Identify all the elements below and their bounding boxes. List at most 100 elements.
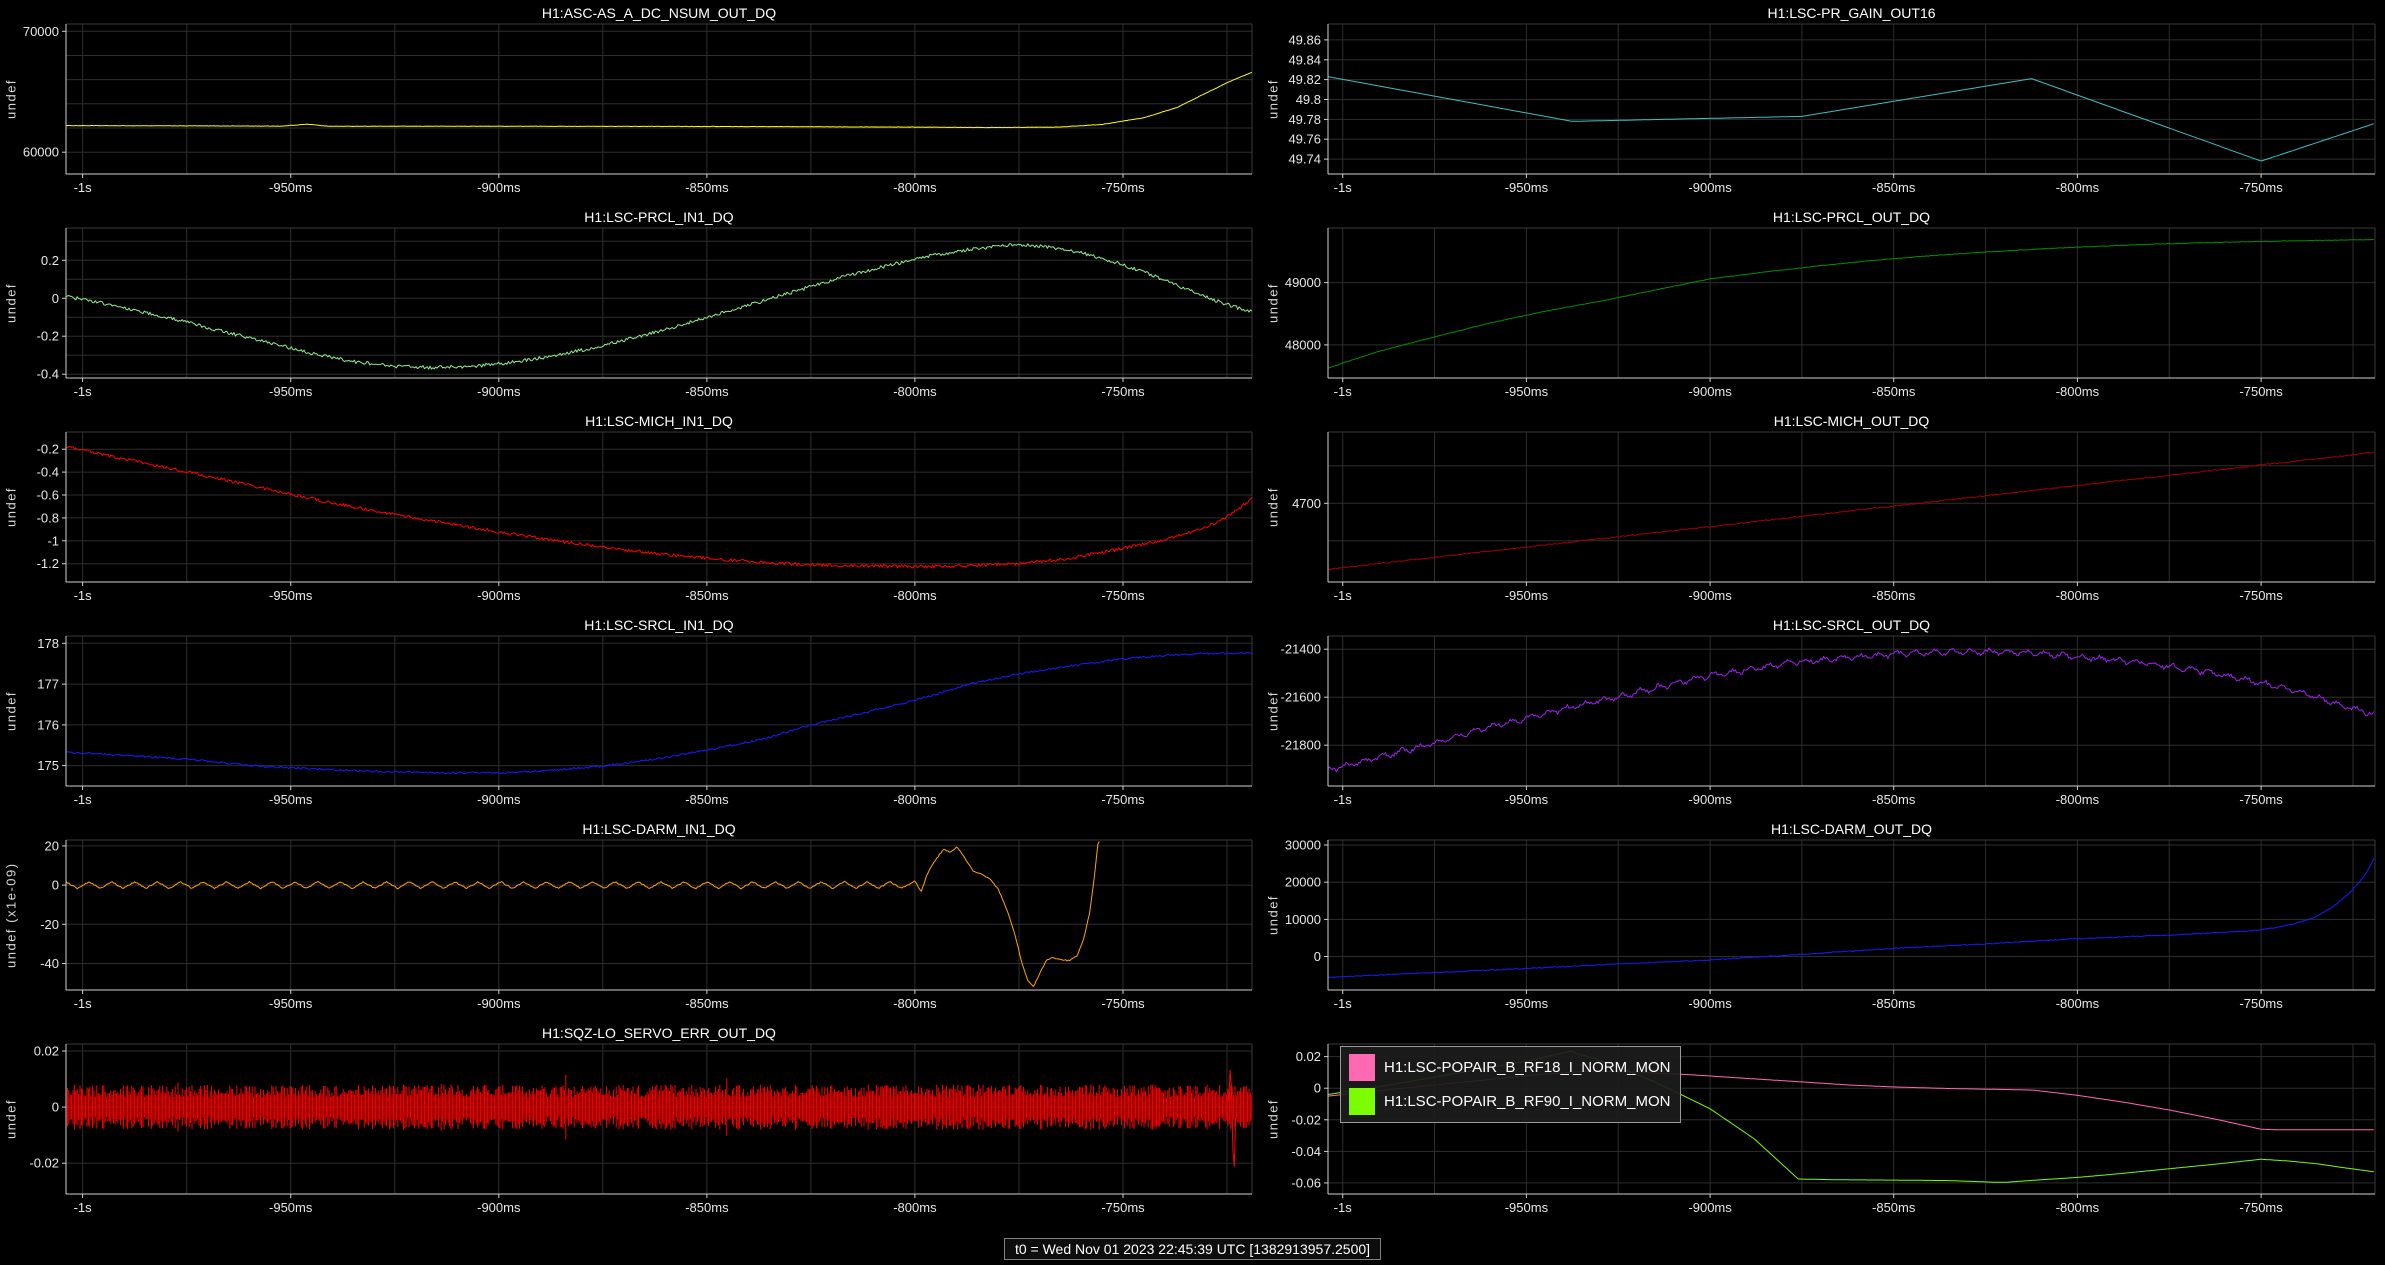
svg-text:-850ms: -850ms xyxy=(685,180,729,195)
svg-text:-850ms: -850ms xyxy=(1872,180,1916,195)
svg-text:-800ms: -800ms xyxy=(893,792,937,807)
svg-text:30000: 30000 xyxy=(1285,838,1321,853)
svg-text:-1s: -1s xyxy=(74,996,93,1011)
chart-title: H1:LSC-PRCL_OUT_DQ xyxy=(1772,209,1931,225)
chart-canvas[interactable]: -1s -950ms -900ms -850ms -800ms -750ms 4700 xyxy=(1262,408,2385,612)
svg-text:-20: -20 xyxy=(40,917,59,932)
svg-text:-21600: -21600 xyxy=(1281,690,1321,705)
svg-text:-750ms: -750ms xyxy=(2239,384,2283,399)
chart-canvas[interactable]: -1s -950ms -900ms -850ms -800ms -750ms -21400 -… xyxy=(1262,612,2385,816)
svg-text:-800ms: -800ms xyxy=(2056,792,2100,807)
legend-swatch-rf18 xyxy=(1349,1054,1375,1081)
svg-text:-900ms: -900ms xyxy=(477,180,521,195)
svg-text:-800ms: -800ms xyxy=(893,384,937,399)
svg-text:-900ms: -900ms xyxy=(477,588,521,603)
chart-canvas[interactable]: -1s -950ms -900ms -850ms -800ms -750ms 0.02 0 -0… xyxy=(0,1020,1262,1233)
svg-text:-850ms: -850ms xyxy=(1872,588,1916,603)
chart-canvas[interactable]: -1s -950ms -900ms -850ms -800ms -750ms 49.86 49… xyxy=(1262,0,2385,204)
svg-text:0: 0 xyxy=(52,878,59,893)
chart-title: H1:SQZ-LO_SERVO_ERR_OUT_DQ xyxy=(542,1025,776,1041)
svg-text:-950ms: -950ms xyxy=(1505,588,1549,603)
chart-title: H1:LSC-SRCL_IN1_DQ xyxy=(584,617,734,633)
svg-text:-0.02: -0.02 xyxy=(1291,1112,1321,1127)
y-axis-label: undef xyxy=(1265,282,1281,324)
chart-canvas[interactable]: -1s -950ms -900ms -850ms -800ms -750ms 49000 48… xyxy=(1262,204,2385,408)
svg-text:-1s: -1s xyxy=(1334,384,1353,399)
svg-text:-1.2: -1.2 xyxy=(37,556,59,571)
svg-text:-950ms: -950ms xyxy=(269,384,313,399)
svg-text:-850ms: -850ms xyxy=(685,384,729,399)
y-axis-label: undef xyxy=(1265,78,1281,120)
svg-text:-750ms: -750ms xyxy=(1101,1200,1145,1215)
svg-text:-950ms: -950ms xyxy=(1505,792,1549,807)
svg-text:-0.4: -0.4 xyxy=(37,367,59,382)
svg-text:0: 0 xyxy=(1314,1081,1321,1096)
svg-text:49.82: 49.82 xyxy=(1288,72,1321,87)
chart-canvas[interactable]: -1s -950ms -900ms -850ms -800ms -750ms 0.02 0 -0… xyxy=(1262,1020,2385,1233)
svg-text:-850ms: -850ms xyxy=(1872,1200,1916,1215)
status-bar: t0 = Wed Nov 01 2023 22:45:39 UTC [13829… xyxy=(0,1233,2385,1265)
svg-text:-850ms: -850ms xyxy=(1872,384,1916,399)
y-axis-label: undef xyxy=(3,690,19,732)
chart-title: H1:LSC-MICH_OUT_DQ xyxy=(1773,413,1930,429)
svg-text:-950ms: -950ms xyxy=(1505,1200,1549,1215)
chart-canvas[interactable]: -1s -950ms -900ms -850ms -800ms -750ms -0.2 -0.… xyxy=(0,408,1262,612)
chart-canvas[interactable]: -1s -950ms -900ms -850ms -800ms -750ms 20 0 -20 -… xyxy=(0,816,1262,1020)
panel-lsc-darm-out-dq: H1:LSC-DARM_OUT_DQ undef -1s -950ms -900ms… xyxy=(1262,816,2385,1020)
svg-text:0: 0 xyxy=(52,1100,59,1115)
svg-text:-900ms: -900ms xyxy=(1688,384,1732,399)
chart-canvas[interactable]: -1s -950ms -900ms -850ms -800ms -750ms 70000 60… xyxy=(0,0,1262,204)
svg-text:-0.04: -0.04 xyxy=(1291,1144,1321,1159)
svg-text:-1s: -1s xyxy=(74,384,93,399)
svg-text:-800ms: -800ms xyxy=(893,588,937,603)
svg-text:-900ms: -900ms xyxy=(477,996,521,1011)
svg-text:-850ms: -850ms xyxy=(685,588,729,603)
svg-text:-850ms: -850ms xyxy=(685,1200,729,1215)
chart-title: H1:LSC-PR_GAIN_OUT16 xyxy=(1767,5,1936,21)
panel-lsc-pr-gain-out16: H1:LSC-PR_GAIN_OUT16 undef -1s -950ms -900… xyxy=(1262,0,2385,204)
svg-text:0.02: 0.02 xyxy=(1296,1049,1321,1064)
svg-text:20000: 20000 xyxy=(1285,875,1321,890)
svg-text:-0.02: -0.02 xyxy=(29,1156,59,1171)
plot-grid: H1:ASC-AS_A_DC_NSUM_OUT_DQ undef -1s -950… xyxy=(0,0,2385,1233)
svg-text:20: 20 xyxy=(45,838,59,853)
panel-lsc-popair-monitors: undef -1s -950ms -900ms -850ms -800ms -750ms 0… xyxy=(1262,1020,2385,1233)
svg-text:-900ms: -900ms xyxy=(1688,180,1732,195)
svg-text:-750ms: -750ms xyxy=(1101,384,1145,399)
panel-lsc-prcl-out-dq: H1:LSC-PRCL_OUT_DQ undef -1s -950ms -900ms… xyxy=(1262,204,2385,408)
svg-text:-40: -40 xyxy=(40,956,59,971)
svg-text:70000: 70000 xyxy=(23,24,59,39)
panel-lsc-srcl-in1-dq: H1:LSC-SRCL_IN1_DQ undef -1s -950ms -900ms… xyxy=(0,612,1262,816)
svg-text:-1s: -1s xyxy=(74,588,93,603)
t0-timestamp: t0 = Wed Nov 01 2023 22:45:39 UTC [13829… xyxy=(1003,1238,1382,1260)
y-axis-label: undef xyxy=(3,78,19,120)
chart-title: H1:ASC-AS_A_DC_NSUM_OUT_DQ xyxy=(541,5,777,21)
chart-canvas[interactable]: -1s -950ms -900ms -850ms -800ms -750ms 30000 20… xyxy=(1262,816,2385,1020)
chart-canvas[interactable]: -1s -950ms -900ms -850ms -800ms -750ms 0.2 0 -0.… xyxy=(0,204,1262,408)
svg-text:-750ms: -750ms xyxy=(1101,588,1145,603)
y-axis-label: undef xyxy=(1265,486,1281,528)
chart-canvas[interactable]: -1s -950ms -900ms -850ms -800ms -750ms 178 177 1… xyxy=(0,612,1262,816)
svg-text:-800ms: -800ms xyxy=(2056,996,2100,1011)
svg-text:176: 176 xyxy=(37,717,59,732)
svg-text:4700: 4700 xyxy=(1292,496,1321,511)
svg-text:-750ms: -750ms xyxy=(2239,180,2283,195)
svg-text:-850ms: -850ms xyxy=(1872,996,1916,1011)
panel-lsc-darm-in1-dq: H1:LSC-DARM_IN1_DQ undef (x1e-09) -1s -95… xyxy=(0,816,1262,1020)
svg-text:60000: 60000 xyxy=(23,145,59,160)
svg-text:-950ms: -950ms xyxy=(1505,996,1549,1011)
svg-text:-950ms: -950ms xyxy=(269,1200,313,1215)
svg-text:-1s: -1s xyxy=(1334,792,1353,807)
svg-text:-950ms: -950ms xyxy=(1505,180,1549,195)
legend-item-rf90: H1:LSC-POPAIR_B_RF90_I_NORM_MON xyxy=(1349,1088,1670,1115)
svg-text:-900ms: -900ms xyxy=(1688,1200,1732,1215)
chart-title: H1:LSC-PRCL_IN1_DQ xyxy=(584,209,734,225)
svg-text:177: 177 xyxy=(37,677,59,692)
svg-text:49.78: 49.78 xyxy=(1288,112,1321,127)
y-axis-label: undef xyxy=(3,282,19,324)
y-axis-label: undef xyxy=(1265,1098,1281,1140)
svg-text:-950ms: -950ms xyxy=(269,996,313,1011)
svg-text:-0.2: -0.2 xyxy=(37,442,59,457)
chart-title: H1:LSC-DARM_IN1_DQ xyxy=(582,821,736,837)
y-axis-label: undef xyxy=(3,1098,19,1140)
